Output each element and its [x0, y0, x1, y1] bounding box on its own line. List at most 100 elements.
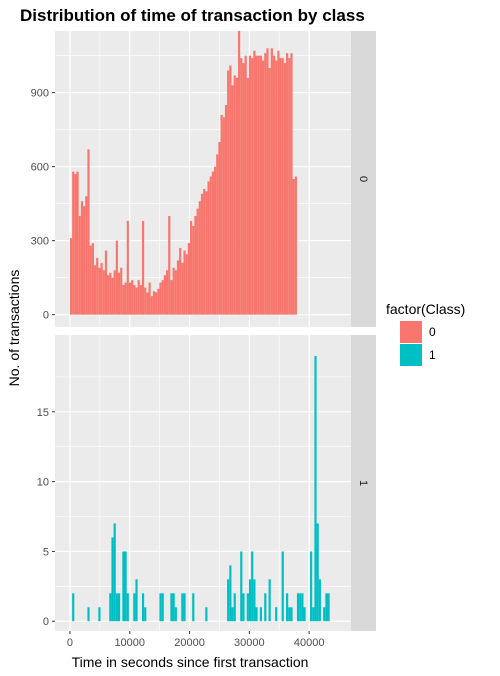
y-tick-label: 15 — [37, 407, 49, 419]
histogram-bar — [214, 166, 217, 315]
histogram-bar — [192, 593, 195, 622]
histogram-bar — [181, 262, 184, 315]
histogram-bar — [235, 77, 239, 315]
x-tick-label: 10000 — [114, 637, 145, 649]
histogram-bar — [183, 250, 186, 315]
histogram-bar — [80, 201, 84, 315]
histogram-bar — [126, 220, 129, 315]
histogram-bar — [279, 58, 282, 315]
histogram-bar — [172, 267, 175, 315]
facet-strip-label: 0 — [357, 176, 369, 182]
histogram-bar — [72, 593, 75, 622]
histogram-bar — [157, 288, 160, 315]
histogram-bar — [87, 607, 90, 622]
histogram-bar — [244, 55, 247, 315]
histogram-bar — [251, 58, 254, 315]
histogram-bar — [133, 285, 136, 315]
x-tick-label: 40000 — [294, 637, 325, 649]
histogram-bar — [69, 238, 73, 315]
histogram-bar — [229, 65, 232, 315]
histogram-bar — [139, 285, 142, 315]
histogram-bar — [229, 565, 232, 622]
histogram-bar — [203, 188, 206, 315]
histogram-bar — [163, 275, 166, 315]
histogram-bar — [292, 179, 295, 315]
histogram-bar — [89, 245, 92, 315]
histogram-bar — [318, 579, 321, 622]
histogram-bar — [107, 275, 110, 315]
histogram-bar — [259, 55, 263, 315]
histogram-bar — [93, 265, 97, 315]
histogram-bar — [117, 593, 121, 622]
histogram-bar — [194, 216, 197, 315]
facet-strip — [351, 31, 376, 327]
histogram-bar — [168, 216, 171, 315]
histogram-bar — [216, 154, 219, 315]
histogram-bar — [301, 593, 304, 622]
legend-label-1: 1 — [429, 348, 436, 362]
histogram-bar — [327, 593, 330, 622]
histogram-bar — [128, 282, 132, 315]
histogram-bar — [286, 593, 289, 622]
histogram-bar — [78, 216, 81, 315]
histogram-bar — [159, 593, 162, 622]
histogram-bar — [170, 593, 173, 622]
histogram-bar — [264, 593, 267, 622]
histogram-bar — [174, 270, 177, 315]
histogram-bar — [120, 267, 123, 315]
histogram-bar — [248, 55, 252, 315]
histogram-bar — [248, 579, 252, 622]
x-axis-title: Time in seconds since first transaction — [72, 654, 309, 670]
histogram-bar — [131, 280, 134, 315]
histogram-bar — [137, 280, 140, 315]
histogram-bar — [159, 282, 162, 315]
histogram-bar — [85, 196, 88, 315]
histogram-bar — [113, 270, 116, 315]
histogram-bar — [209, 176, 212, 315]
histogram-bar — [242, 593, 245, 622]
histogram-bar — [255, 55, 258, 315]
histogram-bar — [268, 68, 271, 315]
x-tick-label: 30000 — [234, 637, 265, 649]
histogram-bar — [253, 579, 256, 622]
histogram-bar — [281, 58, 284, 315]
histogram-bar — [233, 75, 236, 315]
histogram-bar — [233, 593, 236, 622]
histogram-bar — [170, 280, 173, 315]
histogram-bar — [174, 607, 177, 622]
histogram-bar — [111, 277, 114, 315]
histogram-bar — [257, 55, 260, 315]
histogram-bar — [275, 607, 278, 622]
histogram-bar — [74, 174, 77, 315]
facet-panel-0: 0 300 600 900 0 — [31, 31, 376, 327]
histogram-bar — [246, 77, 249, 315]
histogram-bar — [109, 593, 112, 622]
legend-title: factor(Class) — [386, 301, 465, 317]
histogram-bar — [290, 53, 293, 315]
histogram-bar — [227, 579, 230, 622]
histogram-bar — [98, 267, 101, 315]
y-tick-label: 0 — [43, 616, 49, 628]
histogram-bar — [148, 282, 151, 315]
histogram-bar — [124, 551, 127, 622]
histogram-bar — [122, 551, 125, 622]
histogram-bar — [117, 272, 121, 315]
histogram-bar — [76, 171, 79, 315]
histogram-bar — [133, 593, 136, 622]
histogram-bar — [161, 593, 164, 622]
histogram-bar — [100, 262, 103, 315]
histogram-bar — [242, 63, 245, 315]
histogram-bar — [187, 243, 190, 315]
histogram-bar — [246, 593, 249, 622]
facet-strip-label: 1 — [357, 480, 369, 486]
histogram-bar — [144, 287, 147, 315]
chart-title: Distribution of time of transaction by c… — [20, 6, 365, 25]
histogram-bar — [196, 208, 199, 315]
histogram-bar — [299, 593, 302, 622]
histogram-bar — [146, 292, 149, 315]
histogram-bar — [251, 551, 254, 622]
histogram-bar — [240, 58, 243, 315]
histogram-bar — [179, 248, 182, 315]
histogram-bar — [87, 149, 90, 315]
histogram-bar — [141, 593, 145, 622]
